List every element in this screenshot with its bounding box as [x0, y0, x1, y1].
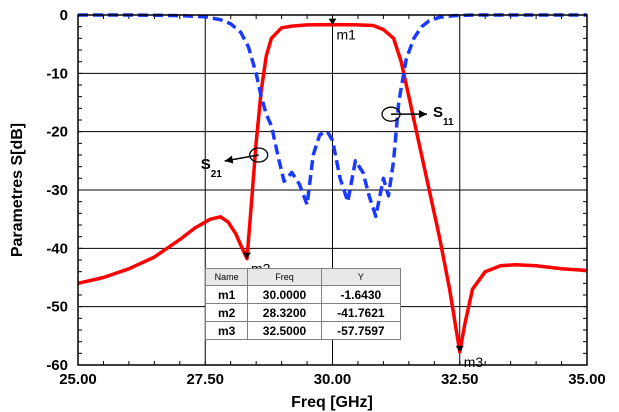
y-tick-label: -60 [46, 357, 68, 374]
marker-table: Name Freq Y m1 30.0000 -1.6430 m2 28.320… [204, 268, 402, 340]
marker-triangle-m2 [242, 252, 251, 259]
marker-table-cell-freq: 30.0000 [247, 285, 322, 304]
series-line-s11 [78, 13, 587, 219]
y-tick-label: -10 [46, 65, 68, 82]
marker-table-header-y: Y [320, 268, 402, 286]
y-tick-label: -50 [46, 299, 68, 316]
x-tick-label: 27.50 [186, 371, 224, 388]
marker-table-header-row: Name Freq Y [204, 268, 402, 286]
y-tick-label: -30 [46, 182, 68, 199]
annotation-label-main: S [201, 156, 211, 173]
marker-table-cell-freq: 32.5000 [247, 321, 322, 340]
tick-label-layer: 25.00 27.50 30.00 32.50 35.00 0 -10 -20 -30 -40 -5… [46, 7, 605, 388]
marker-triangle-m1 [328, 18, 337, 25]
annotation-arrow-head [419, 110, 428, 119]
marker-table-cell-name: m1 [204, 285, 249, 304]
marker-table-cell-name: m2 [204, 303, 249, 322]
marker-table-cell-y: -57.7597 [320, 321, 402, 340]
x-tick-label: 35.00 [568, 371, 606, 388]
marker-table-cell-freq: 28.3200 [247, 303, 322, 322]
series-line-s21 [77, 22, 588, 354]
x-tick-label: 30.00 [314, 371, 352, 388]
x-tick-label: 32.50 [441, 371, 479, 388]
y-tick-label: -40 [46, 240, 68, 257]
marker-table-row: m2 28.3200 -41.7621 [204, 303, 402, 322]
marker-triangle-m3 [455, 345, 464, 352]
annotation-ellipse [249, 147, 269, 163]
marker-table-cell-name: m3 [204, 321, 249, 340]
marker-table-cell-y: -1.6430 [320, 285, 402, 304]
y-tick-label: 0 [60, 7, 68, 24]
plot-frame [77, 14, 588, 366]
marker-table-cell-y: -41.7621 [320, 303, 402, 322]
marker-label-m1: m1 [337, 27, 357, 43]
marker-table-header-freq: Freq [247, 268, 322, 286]
marker-table-header-name: Name [204, 268, 249, 286]
y-axis-label: Parametres S[dB] [9, 123, 26, 257]
marker-table-row: m3 32.5000 -57.7597 [204, 321, 402, 340]
annotation-arrow-head [224, 155, 234, 164]
y-tick-label: -20 [46, 124, 68, 141]
marker-table-row: m1 30.0000 -1.6430 [204, 285, 402, 304]
annotation-label-sub: 21 [211, 169, 223, 180]
annotation-s21: S21 [201, 147, 269, 180]
annotation-label-main: S [433, 104, 443, 121]
annotation-label-sub: 11 [443, 117, 454, 128]
x-axis-label: Freq [GHz] [291, 394, 373, 411]
annotation-s11: S11 [381, 104, 454, 128]
marker-label-m3: m3 [464, 354, 484, 370]
series-layer [77, 13, 588, 354]
x-tick-label: 25.00 [59, 371, 97, 388]
